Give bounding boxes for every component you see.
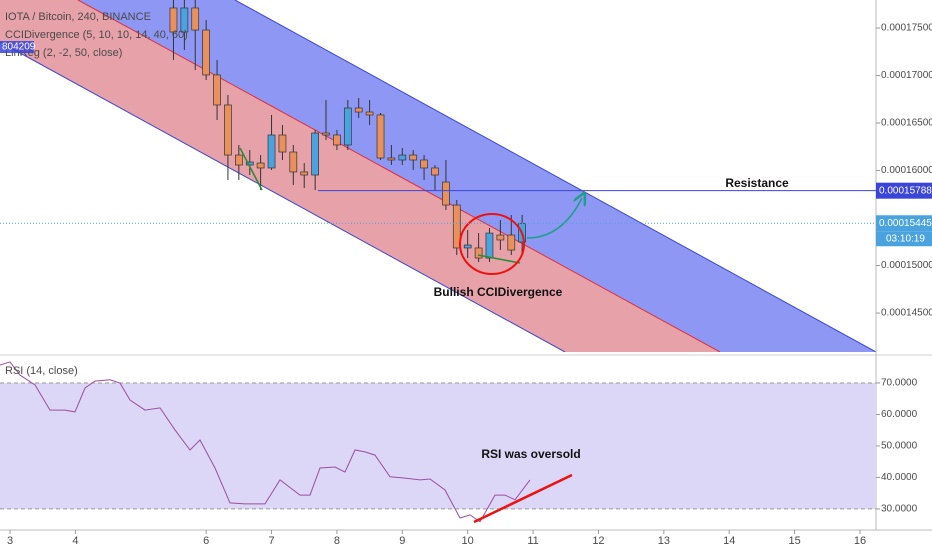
candle-body [256, 162, 265, 169]
annotation: RSI was oversold [481, 447, 580, 461]
candle-body [311, 132, 319, 176]
lower-band [0, 0, 720, 352]
x-tick-label: 8 [334, 535, 340, 547]
x-tick-label: 15 [788, 535, 800, 547]
resistance-price: 0.00015788 [879, 185, 932, 196]
annotation: Bullish CCIDivergence [434, 285, 563, 299]
x-tick-label: 11 [527, 535, 538, 547]
countdown-box [876, 231, 932, 247]
resistance-price-box [876, 182, 932, 199]
x-tick-label: 7 [268, 535, 274, 547]
candle-body [496, 234, 505, 241]
y-tick-label: 0.00016000 [881, 165, 932, 176]
last-price-box [876, 215, 932, 232]
x-tick-label: 4 [72, 535, 78, 547]
candle-body [463, 244, 472, 249]
middle-line [77, 0, 721, 352]
candle-body [169, 7, 178, 33]
symbol: IOTA / Bitcoin, 240, BINANCE [5, 11, 151, 23]
candle-body [431, 167, 439, 176]
upper-line [234, 0, 876, 352]
upper-band [78, 0, 876, 352]
x-tick-label: 13 [658, 535, 670, 547]
candle-body [180, 7, 189, 33]
x-tick-label: 9 [399, 535, 405, 547]
highlight-ellipse [459, 213, 525, 275]
candle-body [420, 159, 428, 169]
y-tick-label: 70.0000 [881, 378, 918, 389]
candle-body [452, 204, 461, 249]
y-tick-label: 30.0000 [881, 504, 918, 515]
x-tick-label: 6 [203, 535, 209, 547]
candle-body [278, 134, 287, 153]
candle-body [398, 154, 407, 161]
candle-body [354, 107, 363, 113]
y-tick-label: 40.0000 [881, 472, 918, 483]
candle-body [289, 151, 298, 173]
badge-box [0, 41, 34, 53]
marks [0, 0, 876, 523]
regression-channel [0, 0, 876, 352]
candle-body [213, 74, 221, 106]
last-price: 0.00015445 [879, 218, 932, 229]
candle-body [224, 104, 232, 156]
x-tick-label: 10 [462, 535, 474, 547]
y-tick-label: 0.00016500 [881, 118, 932, 129]
candle-body [202, 29, 211, 76]
divergence-stroke [477, 254, 521, 264]
candle-body [365, 111, 374, 116]
candle-body [376, 114, 385, 159]
y-tick-label: 0.00017500 [881, 23, 932, 34]
projection-arrow [526, 198, 582, 239]
candle-body [387, 157, 396, 161]
candle-body [300, 171, 309, 176]
x-tick-label: 16 [854, 535, 866, 547]
candle-body [442, 181, 450, 206]
badge: 804209 [2, 42, 36, 53]
indicator: CCIDivergence (5, 10, 10, 14, 40, 60) [5, 29, 188, 41]
trend-stroke [473, 473, 573, 524]
x-tick-label: 14 [723, 535, 735, 547]
candle-body [409, 154, 418, 161]
candle-body [343, 107, 352, 146]
rsi-line [0, 361, 531, 523]
lower-line [0, 41, 566, 352]
y-tick-label: 0.00015000 [881, 260, 932, 271]
y-tick-label: 0.00017000 [881, 70, 932, 81]
candle-body [234, 154, 243, 166]
y-tick-label: 50.0000 [881, 441, 918, 452]
y-tick-label: 60.0000 [881, 409, 918, 420]
indicator: LinReg (2, -2, 50, close) [5, 47, 122, 59]
candle-body [507, 234, 516, 251]
resistance-label: Resistance [725, 176, 789, 190]
level-band [0, 382, 876, 509]
candle-body [474, 247, 483, 259]
x-tick-label: 3 [7, 535, 13, 547]
candle-body [322, 132, 330, 136]
countdown: 03:10:19 [886, 233, 925, 244]
rsi-title: RSI (14, close) [5, 365, 78, 377]
candle-body [191, 7, 200, 31]
y-tick-label: 0.00014500 [881, 308, 932, 319]
divergence-stroke [239, 147, 263, 191]
candle-body [333, 134, 341, 146]
candle-body [485, 232, 494, 259]
x-tick-label: 12 [592, 535, 604, 547]
candle-body [267, 134, 276, 169]
